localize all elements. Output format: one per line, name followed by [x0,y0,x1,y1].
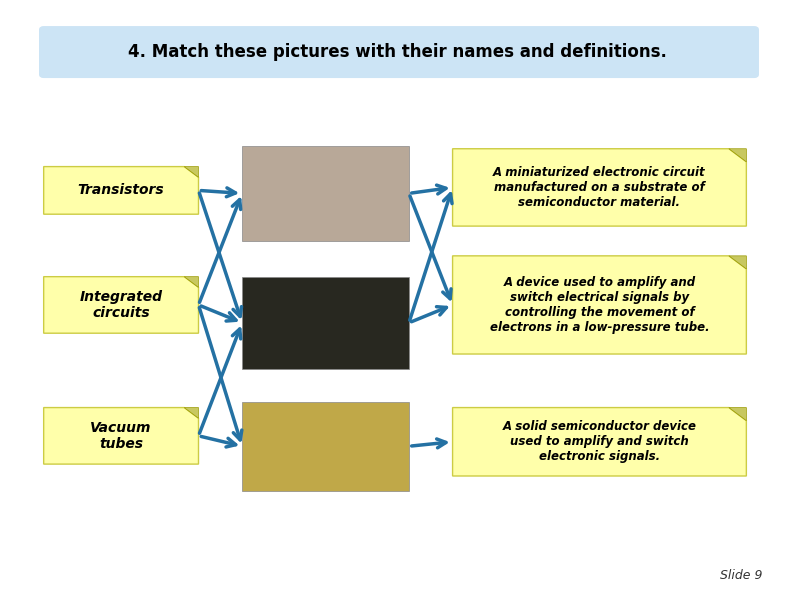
Text: A miniaturized electronic circuit
manufactured on a substrate of
semiconductor m: A miniaturized electronic circuit manufa… [493,166,706,209]
FancyBboxPatch shape [242,146,409,241]
Polygon shape [453,256,746,354]
FancyBboxPatch shape [40,27,758,77]
Text: A device used to amplify and
switch electrical signals by
controlling the moveme: A device used to amplify and switch elec… [490,276,709,334]
Polygon shape [184,408,198,418]
Text: Integrated
circuits: Integrated circuits [79,290,163,320]
Polygon shape [184,167,198,177]
FancyBboxPatch shape [242,277,409,369]
Text: Vacuum
tubes: Vacuum tubes [91,421,152,451]
Text: Slide 9: Slide 9 [719,569,762,582]
Polygon shape [44,408,198,464]
Polygon shape [453,408,746,476]
Polygon shape [729,408,746,421]
Polygon shape [44,277,198,333]
Text: 4. Match these pictures with their names and definitions.: 4. Match these pictures with their names… [128,43,666,61]
FancyBboxPatch shape [242,402,409,491]
Text: A solid semiconductor device
used to amplify and switch
electronic signals.: A solid semiconductor device used to amp… [503,420,696,464]
Polygon shape [184,277,198,287]
Polygon shape [44,167,198,214]
Text: Transistors: Transistors [78,183,164,198]
Polygon shape [453,149,746,226]
Polygon shape [729,149,746,162]
Polygon shape [729,256,746,269]
